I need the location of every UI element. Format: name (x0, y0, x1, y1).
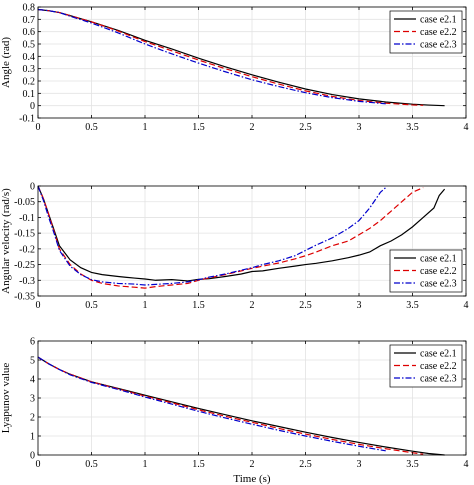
x-tick-label: 3.5 (406, 122, 419, 133)
y-tick-label: -0.1 (19, 213, 35, 224)
x-tick-label: 3.5 (406, 300, 419, 311)
x-tick-label: 4 (464, 300, 469, 311)
legend-box (389, 10, 463, 54)
y-tick-label: 0.7 (23, 15, 36, 26)
series-line-case-e2-2 (37, 185, 424, 289)
legend-label: case e2.2 (420, 361, 457, 372)
x-tick-label: 1 (143, 459, 148, 470)
series-line-case-e2-2 (37, 356, 424, 455)
y-tick-label: 0 (30, 101, 35, 112)
x-tick-label: 2.5 (299, 122, 312, 133)
x-tick-label: 0 (36, 300, 41, 311)
x-tick-label: 3 (357, 459, 362, 470)
y-tick-label: 0.5 (23, 40, 36, 51)
x-tick-label: 0 (36, 122, 41, 133)
x-tick-label: 1.5 (192, 122, 205, 133)
y-tick-label: 0.6 (23, 27, 36, 38)
y-axis-label: Lyapunov value (0, 363, 12, 434)
y-tick-label: -0.25 (14, 260, 35, 271)
x-tick-label: 1.5 (192, 300, 205, 311)
y-tick-label: 0 (30, 451, 35, 462)
x-tick-label: 1 (143, 300, 148, 311)
chart-panel-3: 0 0.5 1 1.5 2 2.5 3 3.5 4 0 1 2 3 4 5 6 Lyapunov value Ti… (0, 337, 469, 485)
x-tick-label: 2.5 (299, 459, 312, 470)
y-tick-label: 0.3 (23, 64, 36, 75)
y-axis-label: Angular velocity (rad/s) (0, 188, 12, 294)
x-tick-label: 0 (36, 459, 41, 470)
y-tick-label: 1 (30, 432, 35, 443)
series-line-case-e2-1 (37, 185, 446, 282)
y-tick-label: 4 (30, 375, 35, 386)
y-tick-label: 5 (30, 356, 35, 367)
x-tick-label: 3.5 (406, 459, 419, 470)
x-tick-label: 2.5 (299, 300, 312, 311)
x-tick-label: 1 (143, 122, 148, 133)
series-line-case-e2-3 (37, 8, 386, 105)
y-tick-label: 0.4 (23, 52, 36, 63)
legend-label: case e2.1 (420, 254, 457, 265)
y-tick-label: 2 (30, 413, 35, 424)
x-tick-label: 0.5 (85, 122, 98, 133)
legend-box (389, 344, 463, 388)
legend-label: case e2.1 (420, 349, 457, 360)
x-tick-label: 0.5 (85, 459, 98, 470)
legend-label: case e2.2 (420, 266, 457, 277)
legend-label: case e2.1 (420, 15, 457, 26)
x-tick-label: 3 (357, 122, 362, 133)
y-tick-label: -0.2 (19, 244, 35, 255)
legend-label: case e2.3 (420, 40, 457, 51)
x-tick-label: 2 (250, 300, 255, 311)
y-tick-label: 6 (30, 337, 35, 348)
y-tick-label: 0.8 (23, 3, 36, 14)
legend-label: case e2.2 (420, 27, 457, 38)
x-axis-label: Time (s) (233, 473, 271, 485)
x-tick-label: 0.5 (85, 300, 98, 311)
series-line-case-e2-3 (37, 185, 387, 286)
x-tick-label: 2 (250, 122, 255, 133)
y-tick-label: 0.2 (23, 77, 36, 88)
chart-panel-2: 0 0.5 1 1.5 2 2.5 3 3.5 4 -0.35 -0.3 -0.25 -0.2 -0.15… (0, 182, 469, 312)
legend-label: case e2.3 (420, 279, 457, 290)
y-axis-label: Angle (rad) (0, 37, 12, 88)
y-tick-label: -0.35 (14, 292, 35, 303)
y-tick-label: 0 (30, 182, 35, 193)
series-line-case-e2-2 (37, 8, 424, 106)
chart-panel-1: 0 0.5 1 1.5 2 2.5 3 3.5 4-0.100.10.20.30.40.50.6… (0, 3, 469, 134)
y-tick-label: -0.15 (14, 229, 35, 240)
x-tick-label: 1.5 (192, 459, 205, 470)
y-tick-label: -0.3 (19, 276, 35, 287)
x-tick-label: 2 (250, 459, 255, 470)
legend-label: case e2.3 (420, 374, 457, 385)
y-tick-label: 0.1 (23, 89, 36, 100)
x-tick-label: 4 (464, 459, 469, 470)
y-tick-label: 3 (30, 394, 35, 405)
y-tick-label: -0.1 (19, 114, 35, 125)
x-tick-label: 3 (357, 300, 362, 311)
legend-box (389, 249, 463, 293)
x-tick-label: 4 (464, 122, 469, 133)
y-tick-label: -0.05 (14, 197, 35, 208)
